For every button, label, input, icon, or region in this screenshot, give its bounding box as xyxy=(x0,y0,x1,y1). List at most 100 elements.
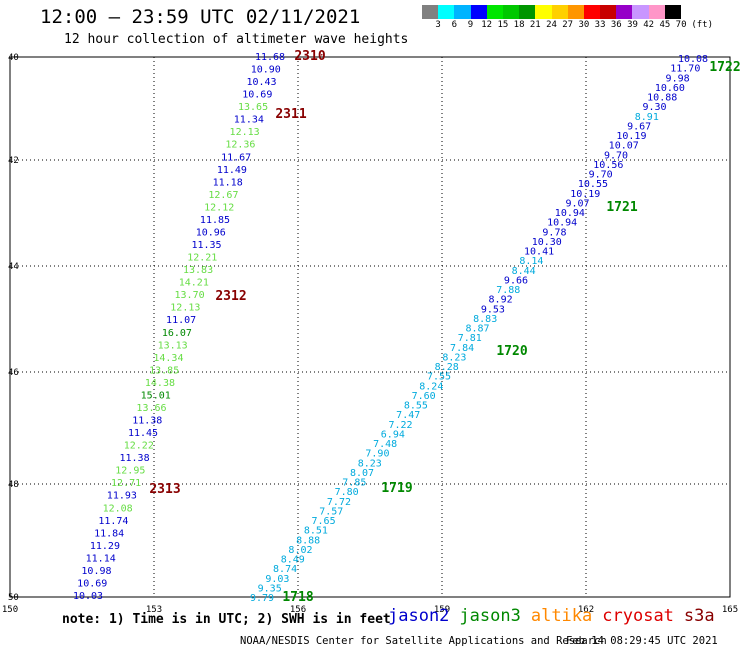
satellite-name-jason2: jason2 xyxy=(388,606,450,626)
legend-swatch xyxy=(600,5,617,19)
y-tick-label: 48 xyxy=(8,480,19,490)
wave-height-reading: 11.74 xyxy=(98,516,128,527)
wave-height-reading: 11.29 xyxy=(90,541,120,552)
color-scale-legend xyxy=(422,5,681,19)
wave-height-reading: 9.66 xyxy=(504,275,528,286)
wave-height-reading: 10.94 xyxy=(555,208,585,219)
wave-height-reading: 12.22 xyxy=(124,441,154,452)
legend-label: 18 xyxy=(513,20,525,30)
legend-swatch xyxy=(583,5,601,19)
wave-height-reading: 12.12 xyxy=(204,202,234,213)
legend-label: 42 xyxy=(643,20,655,30)
wave-height-reading: 8.23 xyxy=(358,458,382,469)
x-tick-label: 150 xyxy=(2,605,18,615)
pass-time-label: 2310 xyxy=(294,49,325,64)
wave-height-reading: 11.38 xyxy=(120,453,150,464)
footer-note: note: 1) Time is in UTC; 2) SWH is in fe… xyxy=(62,612,391,627)
wave-height-reading: 13.13 xyxy=(158,340,188,351)
wave-height-reading: 8.87 xyxy=(465,324,489,335)
legend-label: 36 xyxy=(610,20,622,30)
wave-height-reading: 12.36 xyxy=(225,140,255,151)
legend-swatch xyxy=(438,5,455,19)
wave-height-reading: 12.13 xyxy=(230,127,260,138)
wave-height-reading: 8.44 xyxy=(512,266,536,277)
wave-height-reading: 8.07 xyxy=(350,468,374,479)
satellite-name-cryosat: cryosat xyxy=(602,606,674,626)
wave-height-reading: 9.30 xyxy=(642,102,666,113)
legend-swatch xyxy=(519,5,536,19)
wave-height-reading: 9.79 xyxy=(250,593,274,604)
legend-label: 45 xyxy=(659,20,671,30)
legend-label: 15 xyxy=(497,20,509,30)
wave-height-reading: 9.07 xyxy=(566,198,590,209)
wave-height-reading: 7.60 xyxy=(412,391,436,402)
wave-height-reading: 7.22 xyxy=(388,420,412,431)
satellite-name-jason3: jason3 xyxy=(459,606,521,626)
legend-swatch xyxy=(551,5,568,19)
wave-height-reading: 7.72 xyxy=(327,497,351,508)
wave-height-reading: 8.24 xyxy=(419,381,443,392)
wave-height-reading: 11.68 xyxy=(255,52,285,63)
wave-height-reading: 8.92 xyxy=(489,295,513,306)
wave-height-reading: 7.81 xyxy=(458,333,482,344)
wave-height-reading: 7.88 xyxy=(496,285,520,296)
legend-swatch xyxy=(648,5,665,19)
wave-height-reading: 7.84 xyxy=(450,343,474,354)
wave-height-reading: 9.35 xyxy=(258,583,282,594)
y-tick-label: 46 xyxy=(8,368,19,378)
wave-height-reading: 11.70 xyxy=(670,64,700,75)
wave-height-reading: 11.07 xyxy=(166,315,196,326)
satellite-name-altika: altika xyxy=(530,606,593,626)
wave-height-reading: 13.65 xyxy=(238,102,268,113)
wave-height-reading: 8.88 xyxy=(296,535,320,546)
wave-height-reading: 16.07 xyxy=(162,328,192,339)
x-tick-label: 162 xyxy=(578,605,594,615)
legend-label: 6 xyxy=(451,20,457,30)
wave-height-reading: 10.41 xyxy=(524,247,554,258)
wave-height-reading: 9.78 xyxy=(542,227,566,238)
pass-time-label: 1719 xyxy=(381,481,412,496)
wave-height-reading: 8.28 xyxy=(435,362,459,373)
pass-time-label: 1718 xyxy=(282,590,313,605)
color-scale-labels: 3 6 9 12 15 18 21 24 27 30 33 36 39 42 45 70 (ft) xyxy=(422,20,740,32)
pass-time-label: 2312 xyxy=(215,289,246,304)
wave-height-reading: 11.93 xyxy=(107,491,137,502)
wave-height-reading: 12.71 xyxy=(111,478,141,489)
map-title: 12:00 – 23:59 UTC 02/11/2021 xyxy=(40,6,361,28)
wave-height-reading: 7.47 xyxy=(396,410,420,421)
wave-height-reading: 10.56 xyxy=(593,160,623,171)
wave-height-reading: 8.74 xyxy=(273,564,297,575)
wave-height-reading: 8.14 xyxy=(519,256,543,267)
wave-height-reading: 11.67 xyxy=(221,152,251,163)
wave-height-reading: 11.85 xyxy=(200,215,230,226)
wave-height-reading: 10.30 xyxy=(532,237,562,248)
wave-height-reading: 10.90 xyxy=(251,65,281,76)
y-tick-label: 42 xyxy=(8,156,19,166)
wave-height-reading: 9.70 xyxy=(604,150,628,161)
legend-swatch xyxy=(616,5,633,19)
wave-height-reading: 12.21 xyxy=(187,253,217,264)
legend-swatch xyxy=(486,5,503,19)
pass-time-label: 1721 xyxy=(606,200,637,215)
legend-swatch xyxy=(502,5,520,19)
wave-height-reading: 14.38 xyxy=(145,378,175,389)
wave-height-reading: 15.01 xyxy=(141,390,171,401)
pass-time-label: 2313 xyxy=(149,482,180,497)
legend-label: (ft) xyxy=(691,20,714,30)
legend-swatch xyxy=(664,5,681,19)
wave-height-reading: 13.83 xyxy=(183,265,213,276)
x-tick-label: 156 xyxy=(290,605,306,615)
legend-swatch xyxy=(567,5,584,19)
wave-height-reading: 10.69 xyxy=(77,578,107,589)
wave-height-reading: 7.65 xyxy=(312,516,336,527)
legend-label: 27 xyxy=(562,20,574,30)
wave-height-reading: 10.03 xyxy=(73,591,103,602)
wave-height-reading: 11.34 xyxy=(234,115,264,126)
wave-height-reading: 12.13 xyxy=(170,303,200,314)
legend-label: 9 xyxy=(467,20,474,30)
wave-height-reading: 13.85 xyxy=(149,365,179,376)
wave-height-reading: 10.19 xyxy=(570,189,600,200)
wave-height-reading: 10.69 xyxy=(242,90,272,101)
wave-height-reading: 11.45 xyxy=(128,428,158,439)
wave-height-reading: 10.55 xyxy=(578,179,608,190)
